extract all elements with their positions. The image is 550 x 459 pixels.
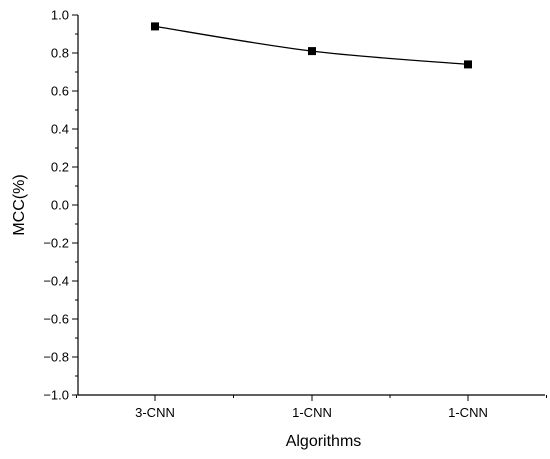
y-tick-label: 0.8 — [51, 46, 69, 61]
series-layer — [151, 22, 472, 69]
y-tick-label: 0.0 — [51, 198, 69, 213]
y-tick-label: 0.6 — [51, 84, 69, 99]
data-point-marker — [151, 22, 159, 31]
y-tick-label: 0.4 — [51, 122, 69, 137]
y-axis-title: MCC(%) — [11, 174, 28, 235]
x-axis: 3-CNN 1-CNN 1-CNN — [76, 394, 547, 420]
y-tick-label: −0.8 — [43, 350, 69, 365]
y-tick-label: 0.2 — [51, 160, 69, 175]
data-point-marker — [308, 47, 316, 56]
data-point-marker — [464, 60, 472, 69]
x-axis-title: Algorithms — [286, 433, 362, 450]
y-axis: −1.0 −0.8 −0.6 −0.4 −0.2 0.0 0.2 0.4 0.6 0.8 1.0 — [43, 8, 79, 403]
y-tick-label: −0.2 — [43, 236, 69, 251]
x-tick-label: 1-CNN — [292, 405, 332, 420]
series-line — [154, 25, 469, 66]
y-tick-label: −0.6 — [43, 312, 69, 327]
x-tick-label: 3-CNN — [135, 405, 175, 420]
y-tick-label: 1.0 — [51, 8, 69, 23]
y-tick-label: −0.4 — [43, 274, 69, 289]
y-tick-label: −1.0 — [43, 388, 69, 403]
x-tick-label: 1-CNN — [448, 405, 488, 420]
